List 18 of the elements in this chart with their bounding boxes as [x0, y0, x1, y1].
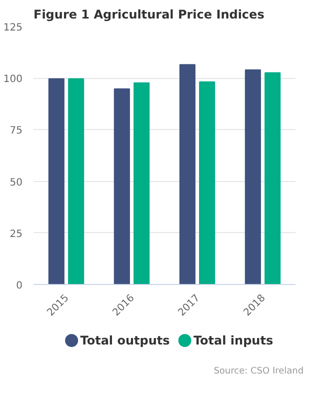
bar [179, 64, 196, 284]
bar [114, 88, 130, 284]
chart-title: Figure 1 Agricultural Price Indices [34, 8, 264, 22]
bar [134, 82, 150, 284]
y-tick-label: 75 [10, 126, 23, 137]
y-tick-label: 25 [10, 228, 23, 240]
bar [199, 81, 216, 284]
legend-label: Total inputs [193, 334, 274, 348]
y-tick-label: 125 [3, 22, 23, 34]
bar [264, 72, 281, 284]
y-tick-label: 50 [10, 177, 23, 188]
y-tick-label: 100 [3, 74, 23, 86]
source-note: Source: CSO Ireland [214, 366, 304, 376]
legend-label: Total outputs [80, 334, 170, 348]
bar [244, 69, 261, 284]
y-tick-label: 0 [16, 280, 23, 292]
bar [68, 78, 84, 284]
bar [48, 78, 64, 284]
